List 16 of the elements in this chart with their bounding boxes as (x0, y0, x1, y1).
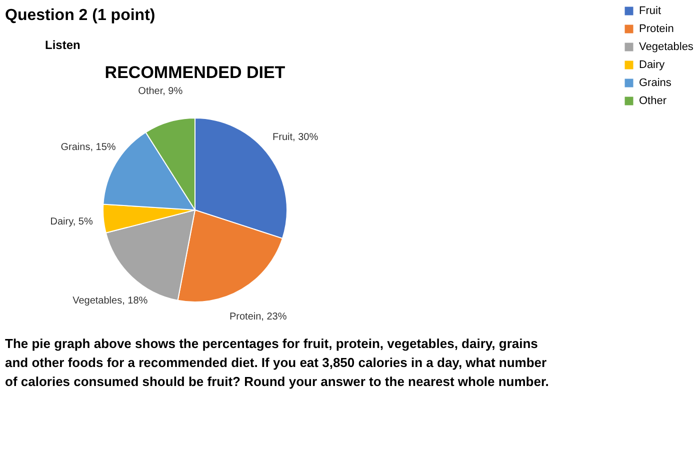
data-label: Other, 9% (138, 86, 183, 97)
legend-label: Protein (639, 23, 674, 35)
legend-label: Other (639, 95, 667, 107)
legend-label: Dairy (639, 59, 666, 71)
data-label: Protein, 23% (229, 312, 287, 323)
legend-label: Fruit (639, 5, 661, 17)
data-label: Vegetables, 18% (72, 295, 148, 306)
text: Listen (45, 38, 80, 52)
legend-label: Vegetables (639, 41, 694, 53)
data-label: Fruit, 30% (272, 132, 318, 144)
text: Question 2 (1 point) (5, 7, 156, 24)
text: The pie graph above shows the percentages for fruit, protein, vegetables, dairy, grains and other foods for a recommended diet. If you eat 3,850 calories in a day, what number of calories consumed should be fruit? Round your answer to the nearest whole number. (5, 336, 549, 389)
text: RECOMMENDED DIET (104, 62, 286, 82)
legend-label: Grains (639, 77, 672, 89)
data-label: Grains, 15% (60, 142, 116, 153)
data-label: Dairy, 5% (50, 216, 93, 228)
